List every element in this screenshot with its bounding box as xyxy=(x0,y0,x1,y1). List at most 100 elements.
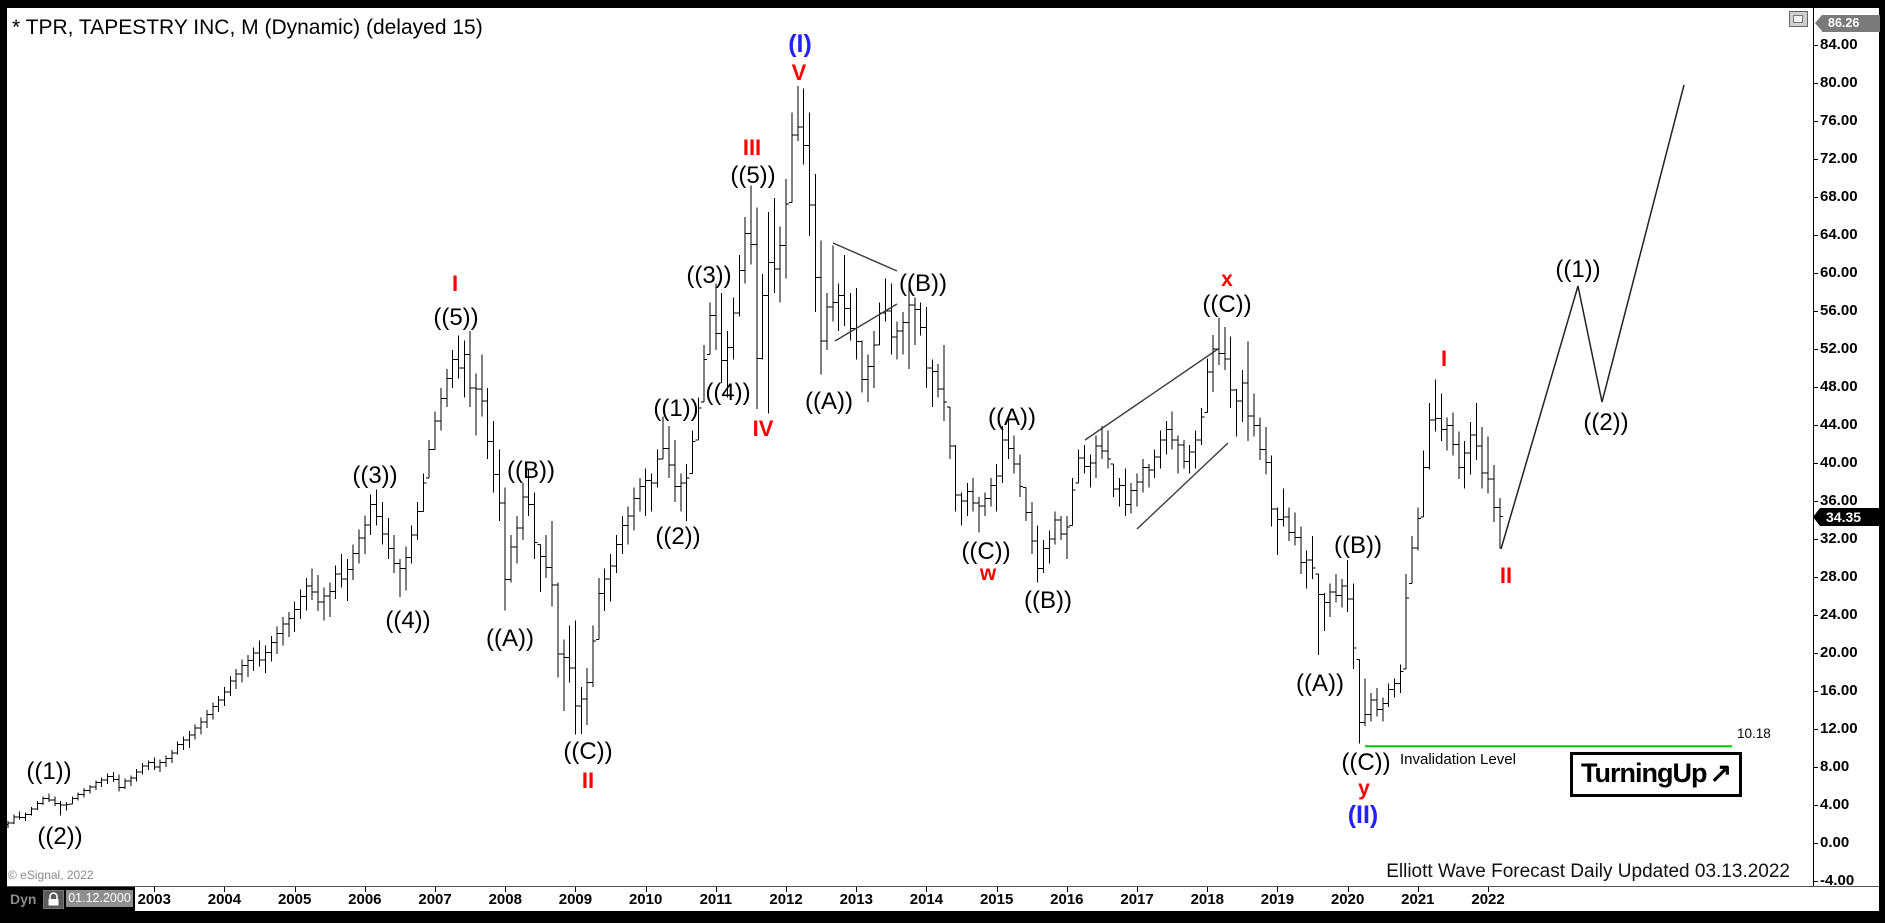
wave-label[interactable]: ((2)) xyxy=(655,523,700,550)
wave-label[interactable]: ((4)) xyxy=(705,379,750,406)
wave-label[interactable]: I xyxy=(452,271,458,296)
price-tick-label: 0.00 xyxy=(1820,834,1850,851)
trend-line[interactable] xyxy=(1084,348,1219,441)
year-label: 2019 xyxy=(1260,891,1295,908)
price-tick-label: 52.00 xyxy=(1820,340,1858,357)
price-tick-mark xyxy=(1814,729,1818,730)
wave-label[interactable]: y xyxy=(1358,777,1370,800)
wave-label[interactable]: ((C)) xyxy=(563,738,612,765)
price-tick-mark xyxy=(1814,577,1818,578)
year-label: 2020 xyxy=(1330,891,1365,908)
wave-label[interactable]: (II) xyxy=(1348,801,1379,829)
trend-line[interactable] xyxy=(834,303,898,342)
wave-label[interactable]: ((4)) xyxy=(385,607,430,634)
year-label: 2018 xyxy=(1190,891,1224,908)
year-tick-mark xyxy=(645,887,647,892)
price-tick-label: 40.00 xyxy=(1820,454,1858,471)
price-axis[interactable]: 84.00 80.00 76.00 72.00 68.00 64.00 60.00 56.00… xyxy=(1814,8,1879,889)
lock-icon[interactable] xyxy=(43,890,64,909)
wave-label[interactable]: ((B)) xyxy=(1024,587,1072,614)
wave-label[interactable]: (I) xyxy=(788,30,812,58)
year-tick-mark xyxy=(1488,887,1490,892)
wave-label[interactable]: V xyxy=(792,60,807,85)
year-tick-mark xyxy=(715,887,717,892)
wave-label[interactable]: ((A)) xyxy=(1296,670,1344,697)
wave-label[interactable]: ((2)) xyxy=(37,823,82,850)
wave-label[interactable]: ((5)) xyxy=(433,304,478,331)
invalidation-level-label: Invalidation Level xyxy=(1400,751,1516,768)
year-label: 2009 xyxy=(558,891,593,908)
year-tick-mark xyxy=(224,887,226,892)
wave-label[interactable]: ((A)) xyxy=(486,625,534,652)
price-tick-label: 20.00 xyxy=(1820,644,1858,661)
wave-label[interactable]: III xyxy=(743,135,761,160)
price-tick-label: 60.00 xyxy=(1820,264,1858,281)
price-tick-label: -4.00 xyxy=(1820,872,1855,889)
price-tick-mark xyxy=(1814,235,1818,236)
price-tick-label: 44.00 xyxy=(1820,416,1858,433)
price-tick-label: 24.00 xyxy=(1820,606,1858,623)
year-tick-mark xyxy=(505,887,507,892)
price-tick-mark xyxy=(1814,615,1818,616)
price-tick-mark xyxy=(1814,121,1818,122)
price-tick-label: 32.00 xyxy=(1820,530,1858,547)
price-tick-mark xyxy=(1814,159,1818,160)
wave-label[interactable]: ((C)) xyxy=(1341,749,1390,776)
wave-label[interactable]: ((3)) xyxy=(352,462,397,489)
wave-label[interactable]: I xyxy=(1441,346,1447,371)
year-label: 2007 xyxy=(418,891,452,908)
price-tick-mark xyxy=(1814,767,1818,768)
year-label: 2004 xyxy=(207,891,242,908)
panel-restore-icon[interactable] xyxy=(1789,11,1808,27)
wave-label[interactable]: ((5)) xyxy=(730,162,775,189)
wave-label[interactable]: ((2)) xyxy=(1583,409,1628,436)
trend-line[interactable] xyxy=(1136,442,1229,530)
price-tick-label: 16.00 xyxy=(1820,682,1858,699)
price-tick-mark xyxy=(1814,349,1818,350)
price-tick-mark xyxy=(1814,463,1818,464)
year-tick-mark xyxy=(435,887,437,892)
wave-label[interactable]: ((C)) xyxy=(1202,291,1251,318)
wave-label[interactable]: IV xyxy=(753,416,774,441)
last-price-tag: 34.35 xyxy=(1813,508,1882,526)
year-label: 2014 xyxy=(909,891,944,908)
year-label: 2005 xyxy=(277,891,312,908)
wave-label[interactable]: ((3)) xyxy=(686,262,731,289)
forecast-zigzag-line[interactable] xyxy=(1500,84,1685,550)
dynamic-mode-label[interactable]: Dyn xyxy=(10,891,37,907)
wave-label[interactable]: w xyxy=(979,562,997,585)
wave-label[interactable]: ((C)) xyxy=(961,538,1010,565)
wave-label[interactable]: ((1)) xyxy=(26,758,71,785)
time-axis[interactable]: 2003 2004 2005 2006 2007 2008 2009 2010 2011 2012… xyxy=(7,887,1879,911)
wave-label[interactable]: ((B)) xyxy=(1334,532,1382,559)
wave-label[interactable]: ((1)) xyxy=(653,395,698,422)
trend-line[interactable] xyxy=(832,242,898,272)
wave-label[interactable]: ((B)) xyxy=(507,457,555,484)
price-tick-label: 84.00 xyxy=(1820,36,1858,53)
wave-label[interactable]: II xyxy=(1500,563,1512,588)
price-tick-label: 48.00 xyxy=(1820,378,1858,395)
price-tick-mark xyxy=(1814,311,1818,312)
price-tick-mark xyxy=(1814,843,1818,844)
price-tick-mark xyxy=(1814,273,1818,274)
year-tick-mark xyxy=(1207,887,1209,892)
price-tick-label: 68.00 xyxy=(1820,188,1858,205)
wave-label[interactable]: x xyxy=(1221,268,1233,291)
price-tick-label: 36.00 xyxy=(1820,492,1858,509)
price-tick-mark xyxy=(1814,425,1818,426)
year-label: 2006 xyxy=(348,891,382,908)
series-start-date[interactable]: 01.12.2000 xyxy=(66,890,133,907)
wave-label[interactable]: II xyxy=(582,768,594,793)
year-label: 2012 xyxy=(769,891,803,908)
wave-label[interactable]: ((A)) xyxy=(805,388,853,415)
wave-label[interactable]: ((A)) xyxy=(988,404,1036,431)
year-label: 2008 xyxy=(488,891,522,908)
year-tick-mark xyxy=(154,887,156,892)
wave-label[interactable]: ((1)) xyxy=(1555,256,1600,283)
price-tick-mark xyxy=(1814,653,1818,654)
year-tick-mark xyxy=(926,887,928,892)
wave-label[interactable]: ((B)) xyxy=(899,270,947,297)
year-tick-mark xyxy=(1066,887,1068,892)
time-strip-separator xyxy=(7,886,1879,887)
